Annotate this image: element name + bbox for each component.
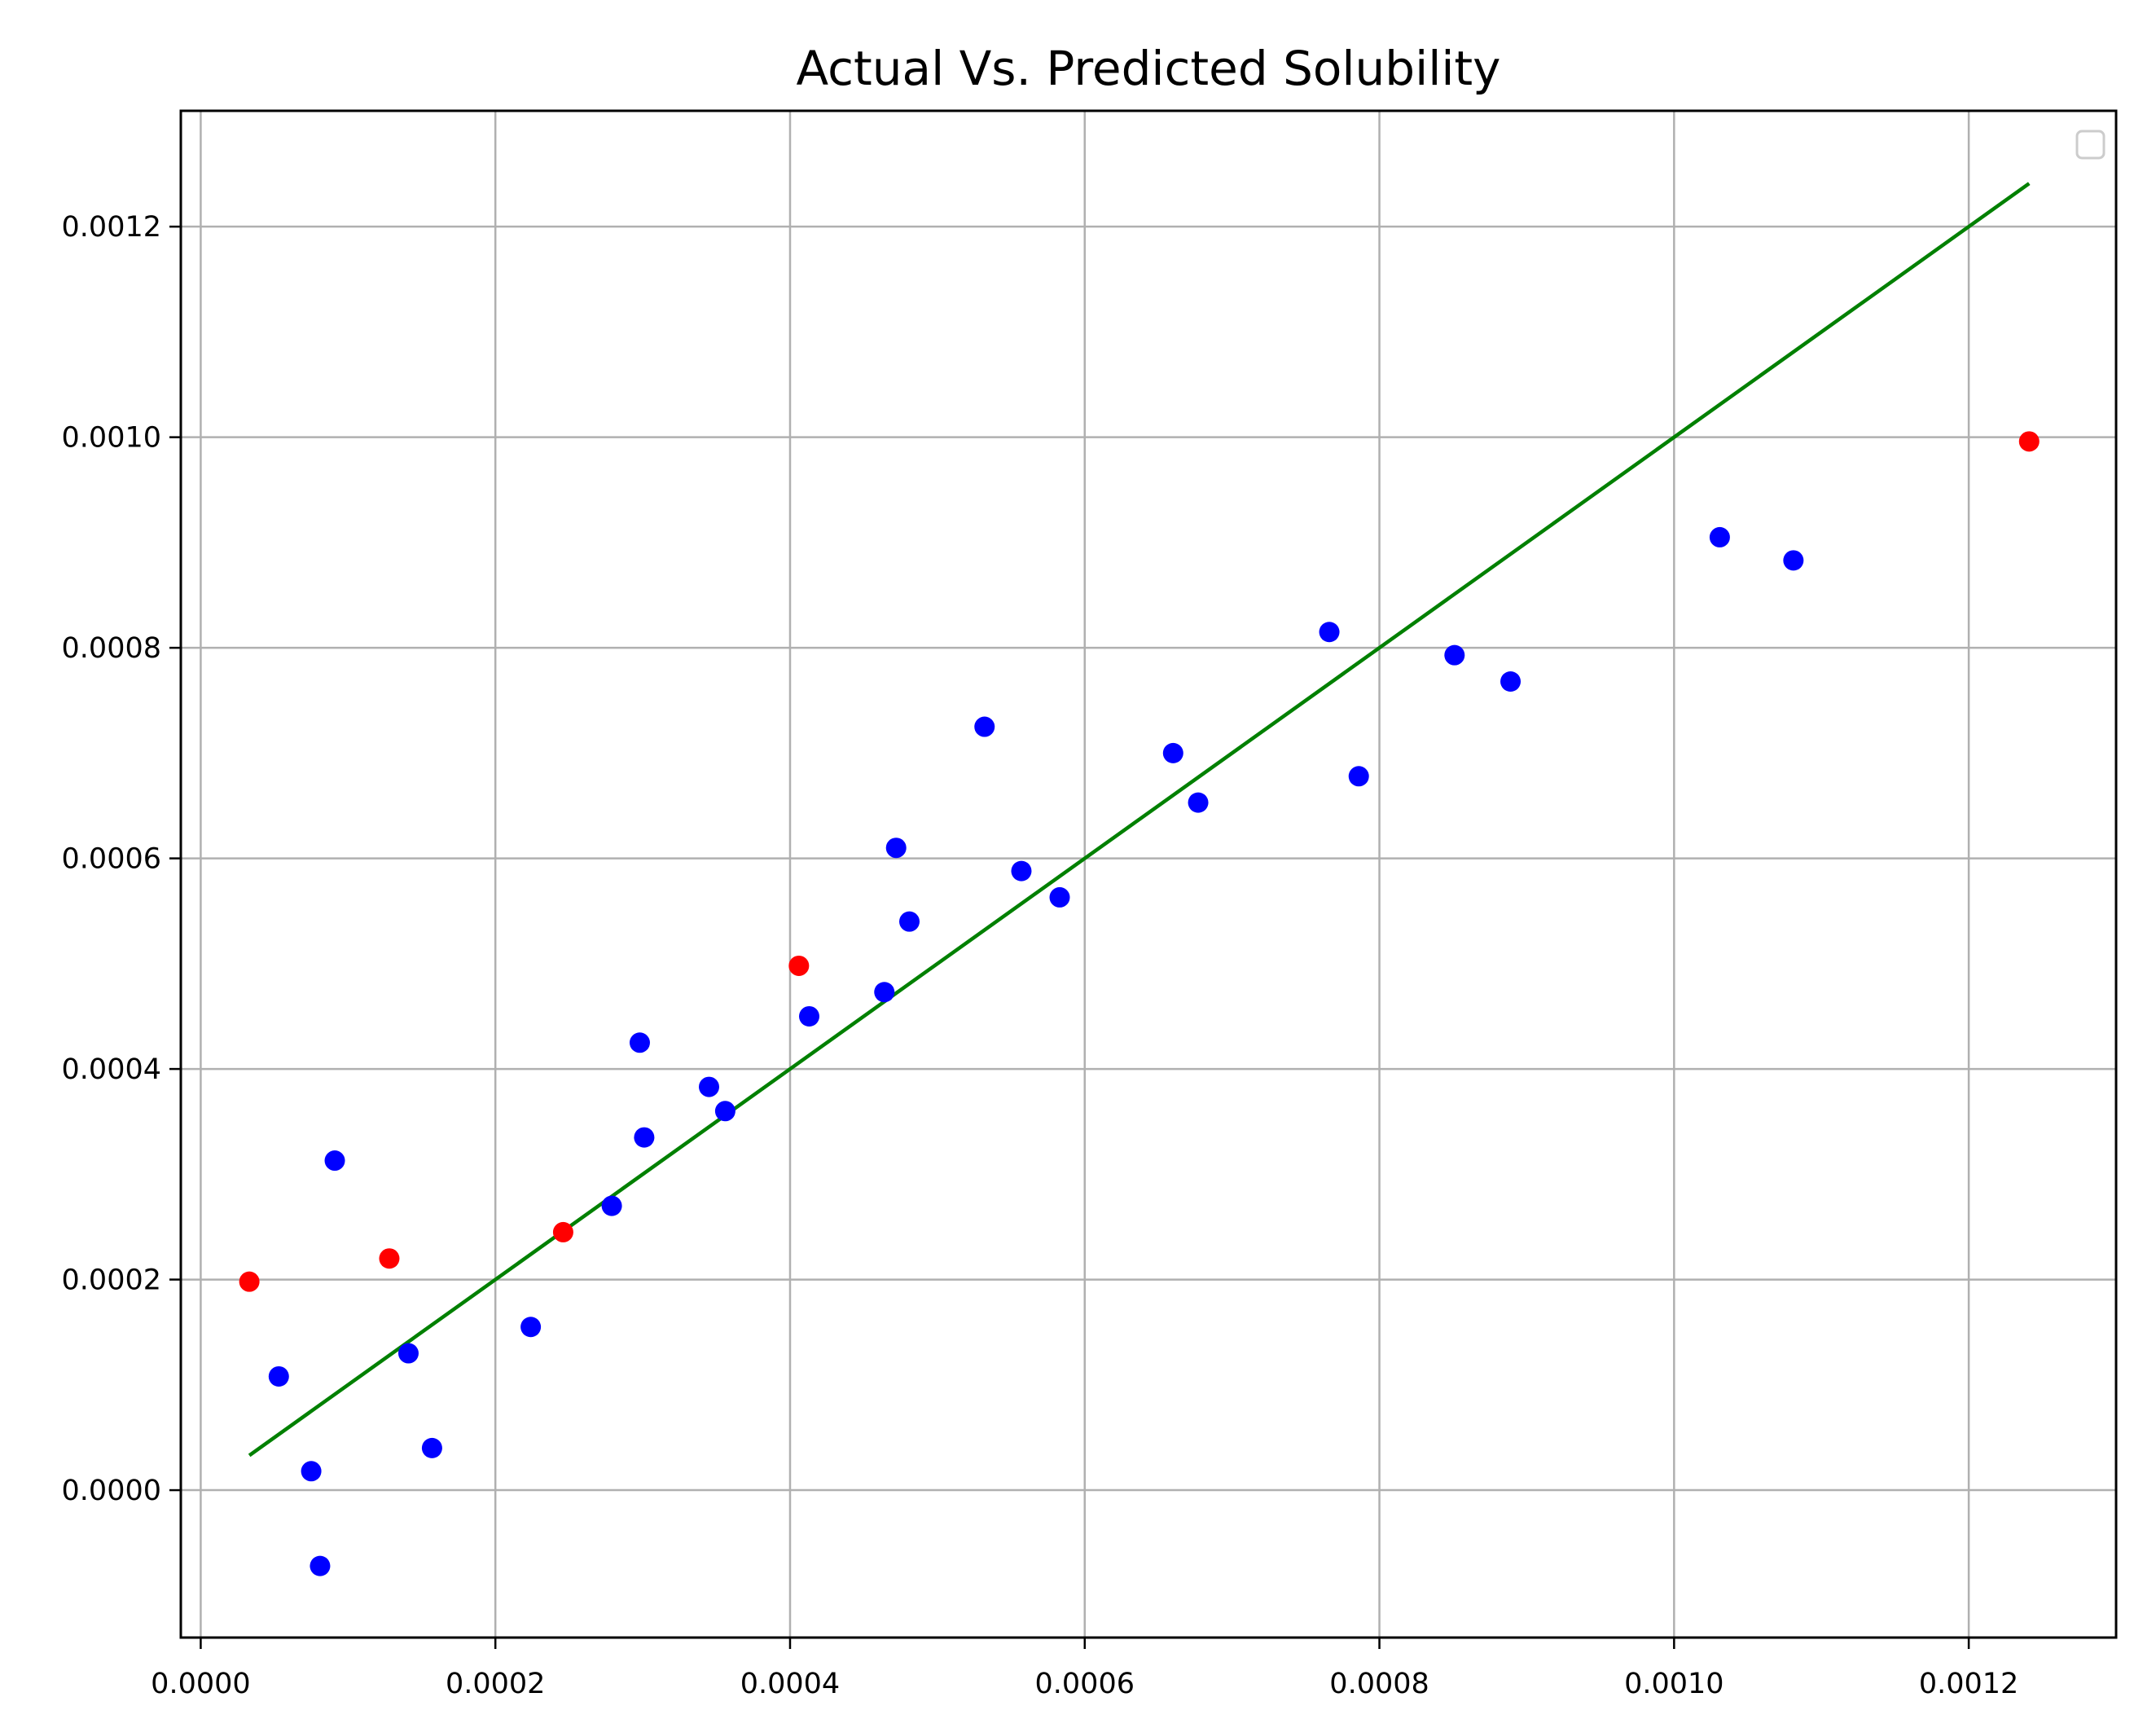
point-layer: [239, 431, 2040, 1576]
data-point: [1011, 860, 1032, 882]
reference-line-layer: [248, 182, 2031, 1458]
data-point: [1188, 792, 1209, 813]
data-point: [310, 1555, 331, 1576]
data-point: [874, 982, 895, 1003]
data-point: [798, 1005, 819, 1027]
data-point: [268, 1365, 289, 1387]
highlighted-point: [552, 1221, 573, 1242]
reference-line: [248, 182, 2031, 1458]
data-point: [301, 1461, 322, 1482]
highlighted-point: [239, 1271, 260, 1292]
data-point: [601, 1195, 622, 1216]
highlighted-point: [379, 1248, 400, 1269]
data-point: [1500, 671, 1521, 692]
data-point: [634, 1127, 655, 1148]
data-point: [885, 838, 907, 859]
x-tick-label: 0.0000: [151, 1668, 250, 1700]
data-point: [698, 1076, 719, 1097]
x-tick-label: 0.0008: [1329, 1668, 1429, 1700]
x-tick-label: 0.0002: [446, 1668, 545, 1700]
y-tick-label: 0.0008: [62, 632, 161, 665]
y-axis: 0.0000 0.0002 0.0004 0.0006 0.0008 0.0010 0.00…: [62, 211, 181, 1507]
data-point: [1162, 742, 1183, 763]
x-tick-label: 0.0004: [740, 1668, 840, 1700]
data-point: [1348, 766, 1369, 787]
highlighted-point: [2018, 431, 2040, 452]
data-point: [1049, 886, 1070, 908]
data-point: [397, 1343, 419, 1364]
data-point: [974, 716, 995, 737]
legend-box: [2075, 130, 2106, 160]
y-tick-label: 0.0002: [62, 1264, 161, 1297]
highlighted-point: [788, 955, 810, 976]
data-point: [629, 1032, 650, 1053]
grid-layer: [181, 111, 2116, 1638]
y-tick-label: 0.0006: [62, 843, 161, 876]
x-tick-label: 0.0012: [1919, 1668, 2018, 1700]
data-point: [421, 1437, 442, 1458]
x-tick-label: 0.0010: [1624, 1668, 1723, 1700]
y-tick-label: 0.0012: [62, 211, 161, 244]
y-tick-label: 0.0000: [62, 1475, 161, 1507]
y-tick-label: 0.0004: [62, 1053, 161, 1086]
data-point: [899, 911, 920, 932]
data-point: [1709, 526, 1730, 547]
chart-title: Actual Vs. Predicted Solubility: [796, 41, 1500, 96]
data-point: [1319, 622, 1340, 643]
x-axis: 0.0000 0.0002 0.0004 0.0006 0.0008 0.0010 0.00…: [151, 1638, 2018, 1700]
y-tick-label: 0.0010: [62, 422, 161, 455]
data-point: [714, 1101, 735, 1122]
plot-frame: [179, 109, 2118, 1639]
data-point: [324, 1150, 345, 1172]
x-tick-label: 0.0006: [1035, 1668, 1135, 1700]
data-point: [520, 1317, 542, 1338]
data-point: [1783, 550, 1804, 571]
data-point: [1444, 644, 1465, 666]
